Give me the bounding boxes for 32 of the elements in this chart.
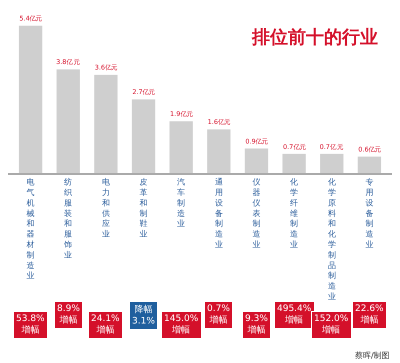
text: 0.7%增幅: [207, 304, 230, 326]
text: 22.6%增幅: [355, 304, 384, 326]
text: 53.8%增幅: [16, 314, 46, 336]
x-tick-label: 仪器仪表制造业: [252, 178, 260, 249]
chart-title: 排位前十的行业: [251, 27, 378, 48]
bar: [207, 129, 230, 173]
x-tick-label: 电力和供应业: [102, 178, 110, 239]
x-tick-label: 通用设备制造业: [214, 178, 223, 249]
bar: [170, 121, 193, 173]
x-tick-label: 汽车制造业: [177, 178, 186, 228]
category-label: 电气机械和器材制造业: [26, 178, 35, 280]
bar: [18, 26, 42, 173]
bar: [94, 74, 118, 173]
text: 152.0%增幅: [314, 314, 349, 336]
text: 145.0%增幅: [164, 314, 199, 336]
category-label: 化学原料和化学制品制造业: [328, 178, 336, 301]
x-tick-label: 皮革和制鞋业: [140, 178, 148, 239]
bar: [56, 69, 80, 173]
text: 495.4%增幅: [277, 304, 312, 326]
bar: [244, 148, 268, 173]
bar: [282, 154, 306, 173]
text: 9.3%增幅: [245, 314, 268, 336]
bar: [132, 99, 156, 173]
text: 24.1%增幅: [91, 314, 120, 336]
x-tick-label: 专用设备制造业: [365, 178, 374, 249]
text: 8.9%增幅: [57, 304, 80, 326]
text: 降幅3.1%: [132, 304, 156, 327]
x-tick-label: 纺织服装和服饰业: [63, 178, 72, 260]
bar: [358, 156, 382, 173]
x-tick-label: 化学纤维制造业: [290, 178, 298, 249]
text: 蔡晖/制图: [355, 351, 390, 360]
bar: [320, 154, 344, 173]
